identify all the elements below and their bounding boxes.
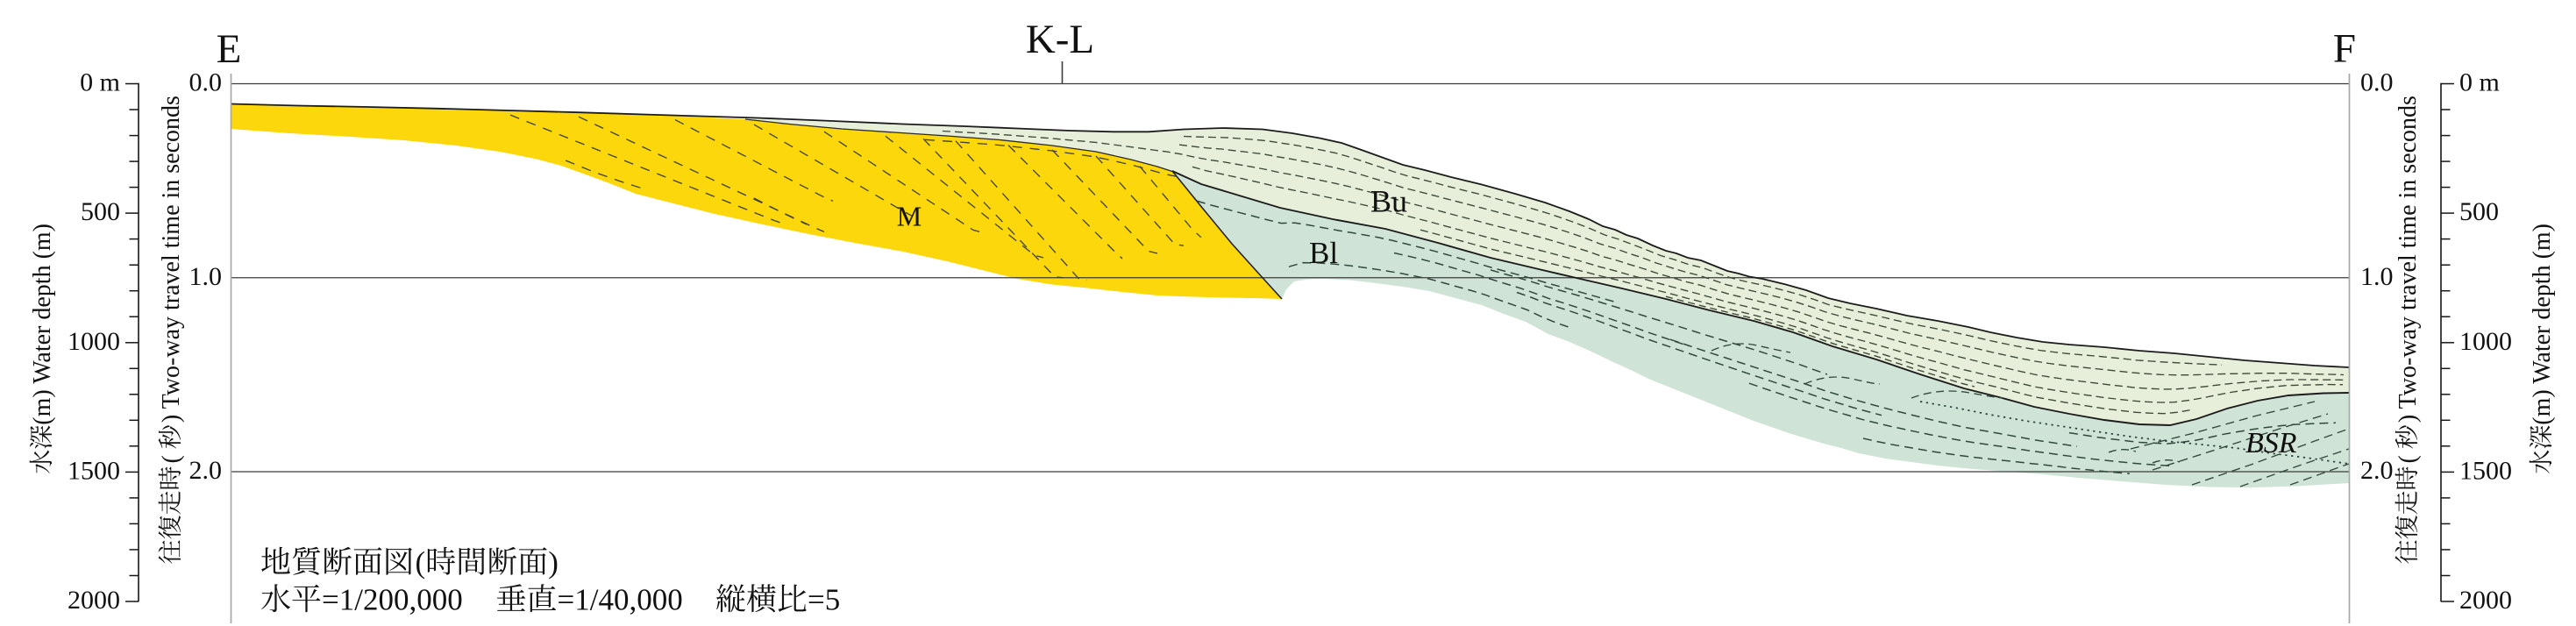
svg-text:(: ( — [2395, 455, 2422, 463]
svg-text:1.0: 1.0 — [189, 262, 223, 291]
svg-text:=5: =5 — [808, 583, 840, 617]
svg-text:0 m: 0 m — [80, 68, 120, 97]
svg-text:1500: 1500 — [68, 456, 120, 485]
svg-text:0.0: 0.0 — [2360, 68, 2394, 97]
svg-text:Bu: Bu — [1370, 184, 1407, 219]
svg-text:(: ( — [158, 455, 185, 463]
svg-text:2.0: 2.0 — [2360, 456, 2394, 485]
svg-text:1.0: 1.0 — [2360, 262, 2394, 291]
svg-text:=1/40,000: =1/40,000 — [558, 583, 683, 617]
svg-text:=1/200,000: =1/200,000 — [322, 583, 463, 617]
svg-text:500: 500 — [2459, 197, 2499, 226]
svg-text:) Two-way travel time in secon: ) Two-way travel time in seconds — [2395, 96, 2422, 423]
svg-text:(: ( — [416, 545, 426, 580]
svg-text:2000: 2000 — [68, 586, 120, 615]
svg-text:E: E — [217, 26, 242, 72]
svg-text:F: F — [2333, 26, 2356, 72]
svg-text:1000: 1000 — [68, 327, 120, 356]
svg-text:) Two-way travel time in secon: ) Two-way travel time in seconds — [158, 96, 185, 423]
svg-text:): ) — [548, 545, 559, 580]
svg-text:K-L: K-L — [1026, 17, 1094, 62]
svg-text:0.0: 0.0 — [189, 68, 223, 97]
svg-text:BSR: BSR — [2245, 427, 2297, 459]
svg-text:(m) Water depth (m): (m) Water depth (m) — [29, 224, 56, 425]
svg-text:1500: 1500 — [2459, 456, 2512, 485]
svg-text:(m) Water depth (m): (m) Water depth (m) — [2529, 224, 2556, 425]
svg-text:0 m: 0 m — [2459, 68, 2500, 97]
svg-text:500: 500 — [81, 197, 120, 226]
svg-text:Bl: Bl — [1309, 236, 1338, 270]
svg-text:2.0: 2.0 — [189, 456, 223, 485]
svg-text:M: M — [897, 201, 922, 232]
svg-text:1000: 1000 — [2459, 327, 2512, 356]
svg-text:2000: 2000 — [2459, 586, 2512, 615]
